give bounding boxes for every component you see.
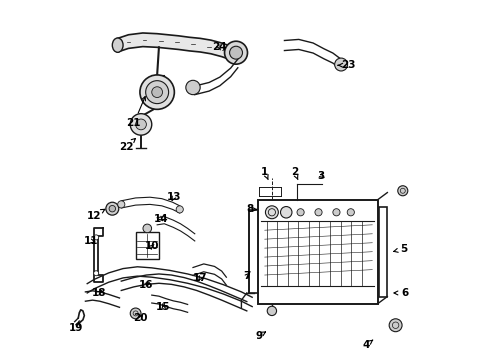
Text: 14: 14 xyxy=(153,214,168,224)
Text: 8: 8 xyxy=(246,204,257,215)
Circle shape xyxy=(224,41,247,64)
Bar xyxy=(136,232,159,259)
Text: 9: 9 xyxy=(255,331,266,341)
Circle shape xyxy=(315,209,322,216)
Circle shape xyxy=(280,207,292,218)
Circle shape xyxy=(297,209,304,216)
Circle shape xyxy=(94,271,98,276)
Circle shape xyxy=(140,75,174,109)
Text: 21: 21 xyxy=(126,96,146,128)
Circle shape xyxy=(152,87,163,98)
Polygon shape xyxy=(118,33,236,63)
Text: 15: 15 xyxy=(156,302,171,312)
Text: 17: 17 xyxy=(193,273,208,283)
Text: 7: 7 xyxy=(243,271,250,281)
Text: 6: 6 xyxy=(394,288,408,298)
Circle shape xyxy=(94,235,98,240)
Circle shape xyxy=(230,46,243,59)
Text: 2: 2 xyxy=(291,167,298,180)
Text: 22: 22 xyxy=(119,139,135,152)
Text: 19: 19 xyxy=(69,321,84,333)
Circle shape xyxy=(136,119,147,130)
Ellipse shape xyxy=(112,38,123,52)
Bar xyxy=(258,200,378,304)
Circle shape xyxy=(118,201,125,208)
Circle shape xyxy=(146,81,169,104)
Circle shape xyxy=(130,114,152,135)
Circle shape xyxy=(267,306,276,316)
Text: 13: 13 xyxy=(167,192,181,202)
Text: 10: 10 xyxy=(145,241,159,251)
Text: 11: 11 xyxy=(84,236,98,246)
Text: 23: 23 xyxy=(338,60,356,70)
Text: 20: 20 xyxy=(133,313,147,323)
Circle shape xyxy=(143,224,151,233)
Circle shape xyxy=(347,209,354,216)
Circle shape xyxy=(266,206,278,219)
Text: 12: 12 xyxy=(86,209,105,221)
Bar xyxy=(379,207,388,297)
Circle shape xyxy=(109,206,116,212)
Circle shape xyxy=(398,186,408,196)
Circle shape xyxy=(389,319,402,332)
Text: 4: 4 xyxy=(363,340,373,350)
Text: 16: 16 xyxy=(139,280,154,290)
Text: 5: 5 xyxy=(394,244,407,254)
Text: 3: 3 xyxy=(318,171,325,181)
Text: 1: 1 xyxy=(261,167,269,180)
Circle shape xyxy=(130,308,141,319)
Circle shape xyxy=(186,80,200,95)
Text: 24: 24 xyxy=(212,42,226,52)
Circle shape xyxy=(106,202,119,215)
Circle shape xyxy=(333,209,340,216)
Circle shape xyxy=(335,58,347,71)
Text: 18: 18 xyxy=(92,288,106,298)
Circle shape xyxy=(176,206,183,213)
